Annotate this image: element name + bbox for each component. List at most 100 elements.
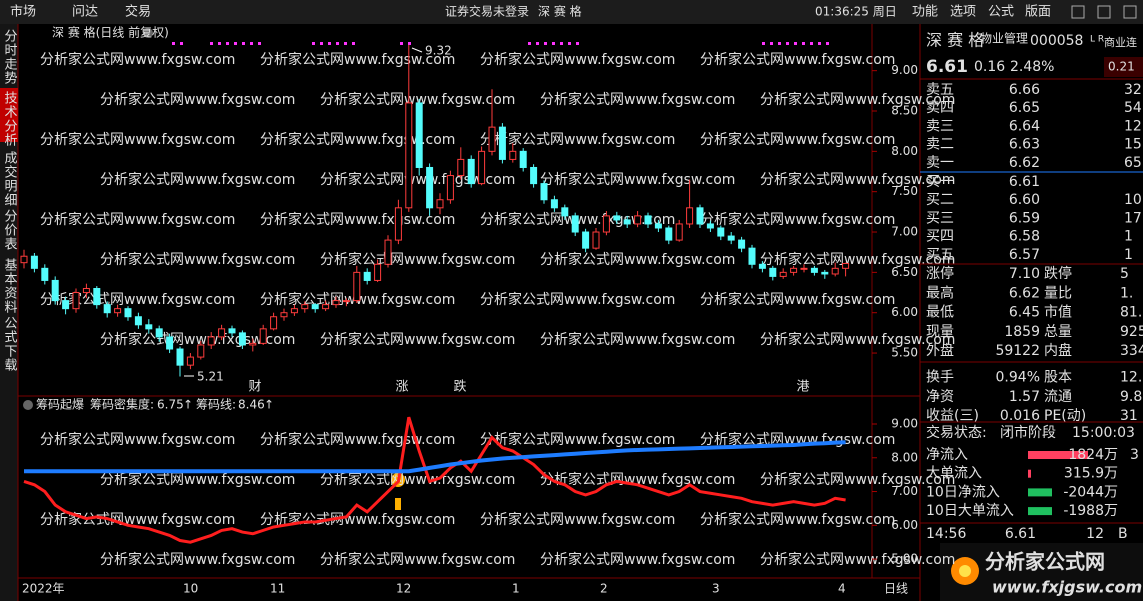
stat-label: 外盘 — [926, 342, 954, 359]
side-tab[interactable]: 公式下载 — [2, 316, 18, 372]
status-value: 闭市阶段 — [1000, 424, 1056, 441]
book-price: 6.64 — [1009, 118, 1040, 134]
event-marker: 跌 — [453, 379, 466, 395]
book-volume: 12 — [1124, 118, 1142, 134]
candle-body — [561, 207, 569, 217]
side-tab[interactable]: 技术分析 — [2, 91, 18, 147]
candle-body — [634, 215, 642, 225]
candle-body — [436, 199, 444, 209]
candle-body — [519, 150, 527, 168]
signal-dot — [544, 42, 547, 45]
signal-dot — [770, 42, 773, 45]
book-price: 6.66 — [1009, 82, 1040, 98]
menu-icon[interactable] — [23, 400, 33, 410]
watermark: 分析家公式网www.fxgsw.com — [40, 51, 235, 68]
candle-body — [738, 239, 746, 249]
candle-body — [41, 267, 49, 281]
flow-value: -2044万 — [1063, 484, 1118, 500]
change: 0.16 — [974, 59, 1005, 75]
watermark: 分析家公式网www.fxgsw.com — [700, 291, 895, 308]
watermark: 分析家公式网www.fxgsw.com — [480, 51, 675, 68]
watermark: 分析家公式网www.fxgsw.com — [480, 131, 675, 148]
change-pct: 2.48% — [1010, 59, 1054, 75]
book-price: 6.65 — [1009, 100, 1040, 116]
window-button[interactable] — [1123, 5, 1137, 19]
signal-dot — [234, 42, 237, 45]
stat-value: 31 — [1120, 408, 1138, 424]
stat-value: 1.57 — [1009, 389, 1040, 405]
candle-body — [686, 207, 694, 225]
flow-value: 315.9万 — [1064, 466, 1118, 482]
watermark: 分析家公式网www.fxgsw.com — [40, 511, 235, 528]
stock-name: 深 赛 格 — [926, 31, 984, 50]
watermark: 分析家公式网www.fxgsw.com — [760, 331, 955, 348]
high-label: 9.32 — [425, 44, 452, 58]
candle-body — [842, 262, 850, 269]
candle-body — [290, 308, 298, 314]
clock: 01:36:25 周日 — [815, 5, 897, 19]
y-tick-label: 8.00 — [891, 450, 918, 464]
period-label: 日线 — [884, 582, 908, 596]
y-tick-label: 7.00 — [891, 484, 918, 498]
candle-body — [706, 223, 714, 229]
candle-body — [322, 304, 330, 310]
candle-body — [197, 344, 205, 358]
candle-body — [748, 247, 756, 265]
signal-marker — [395, 498, 401, 510]
flow-bar — [1028, 507, 1052, 516]
stat-value: 334 — [1120, 343, 1143, 359]
tick-price: 6.61 — [1005, 526, 1036, 542]
x-tick-label: 4 — [838, 582, 846, 596]
event-marker: 涨 — [395, 380, 408, 395]
candle-body — [592, 231, 600, 249]
window-button[interactable] — [1097, 5, 1111, 19]
status-time: 15:00:03 — [1072, 425, 1135, 441]
menu-item: 问达 — [72, 5, 98, 20]
price: 6.61 — [926, 57, 968, 77]
side-box — [1104, 57, 1143, 77]
logo-name: 分析家公式网 — [985, 550, 1105, 574]
y-tick-label: 9.00 — [891, 417, 918, 431]
candle-body — [176, 348, 184, 366]
flow-bar — [1028, 451, 1088, 459]
signal-dot — [328, 42, 331, 45]
side-tab[interactable]: 成交明细 — [2, 151, 18, 207]
book-label: 卖三 — [926, 118, 954, 134]
candle-body — [405, 102, 413, 209]
watermark: 分析家公式网www.fxgsw.com — [700, 431, 895, 448]
candle-body — [758, 263, 766, 269]
flow-label: 10日净流入 — [926, 484, 1000, 500]
watermark: 分析家公式网www.fxgsw.com — [320, 171, 515, 188]
book-price: 6.62 — [1009, 155, 1040, 171]
x-tick-label: 12 — [396, 582, 411, 596]
y-tick-label: 6.50 — [891, 265, 918, 279]
side-tab[interactable]: 分价表 — [2, 209, 18, 251]
candle-body — [374, 263, 382, 281]
signal-dot — [408, 42, 411, 45]
book-label: 卖五 — [926, 82, 954, 98]
side-tab[interactable]: 分时走势 — [2, 29, 18, 85]
watermark: 分析家公式网www.fxgsw.com — [100, 331, 295, 348]
candle-body — [530, 166, 538, 185]
menu-icon[interactable] — [143, 28, 153, 38]
candle-body — [259, 328, 267, 344]
side-tab[interactable]: 基本资料 — [2, 258, 18, 314]
candle-body — [457, 158, 465, 177]
legend-value: 8.46 — [238, 398, 265, 412]
book-label: 买四 — [926, 229, 954, 245]
window-button[interactable] — [1071, 5, 1085, 19]
legend-name: 筹码密集度: — [90, 397, 154, 412]
stat-label: 最低 — [926, 305, 954, 321]
watermark: 分析家公式网www.fxgsw.com — [540, 331, 735, 348]
status-label: 交易状态: — [926, 424, 987, 441]
stat-label: 净资 — [926, 389, 954, 405]
candle-body — [467, 158, 475, 185]
x-tick-label: 2022年 — [22, 582, 65, 596]
candle-body — [145, 324, 153, 330]
signal-dot — [762, 42, 765, 45]
flow-bar — [1028, 488, 1052, 497]
candle-body — [249, 342, 257, 346]
pointer — [411, 47, 423, 53]
tool-item: 版面 — [1025, 5, 1051, 20]
